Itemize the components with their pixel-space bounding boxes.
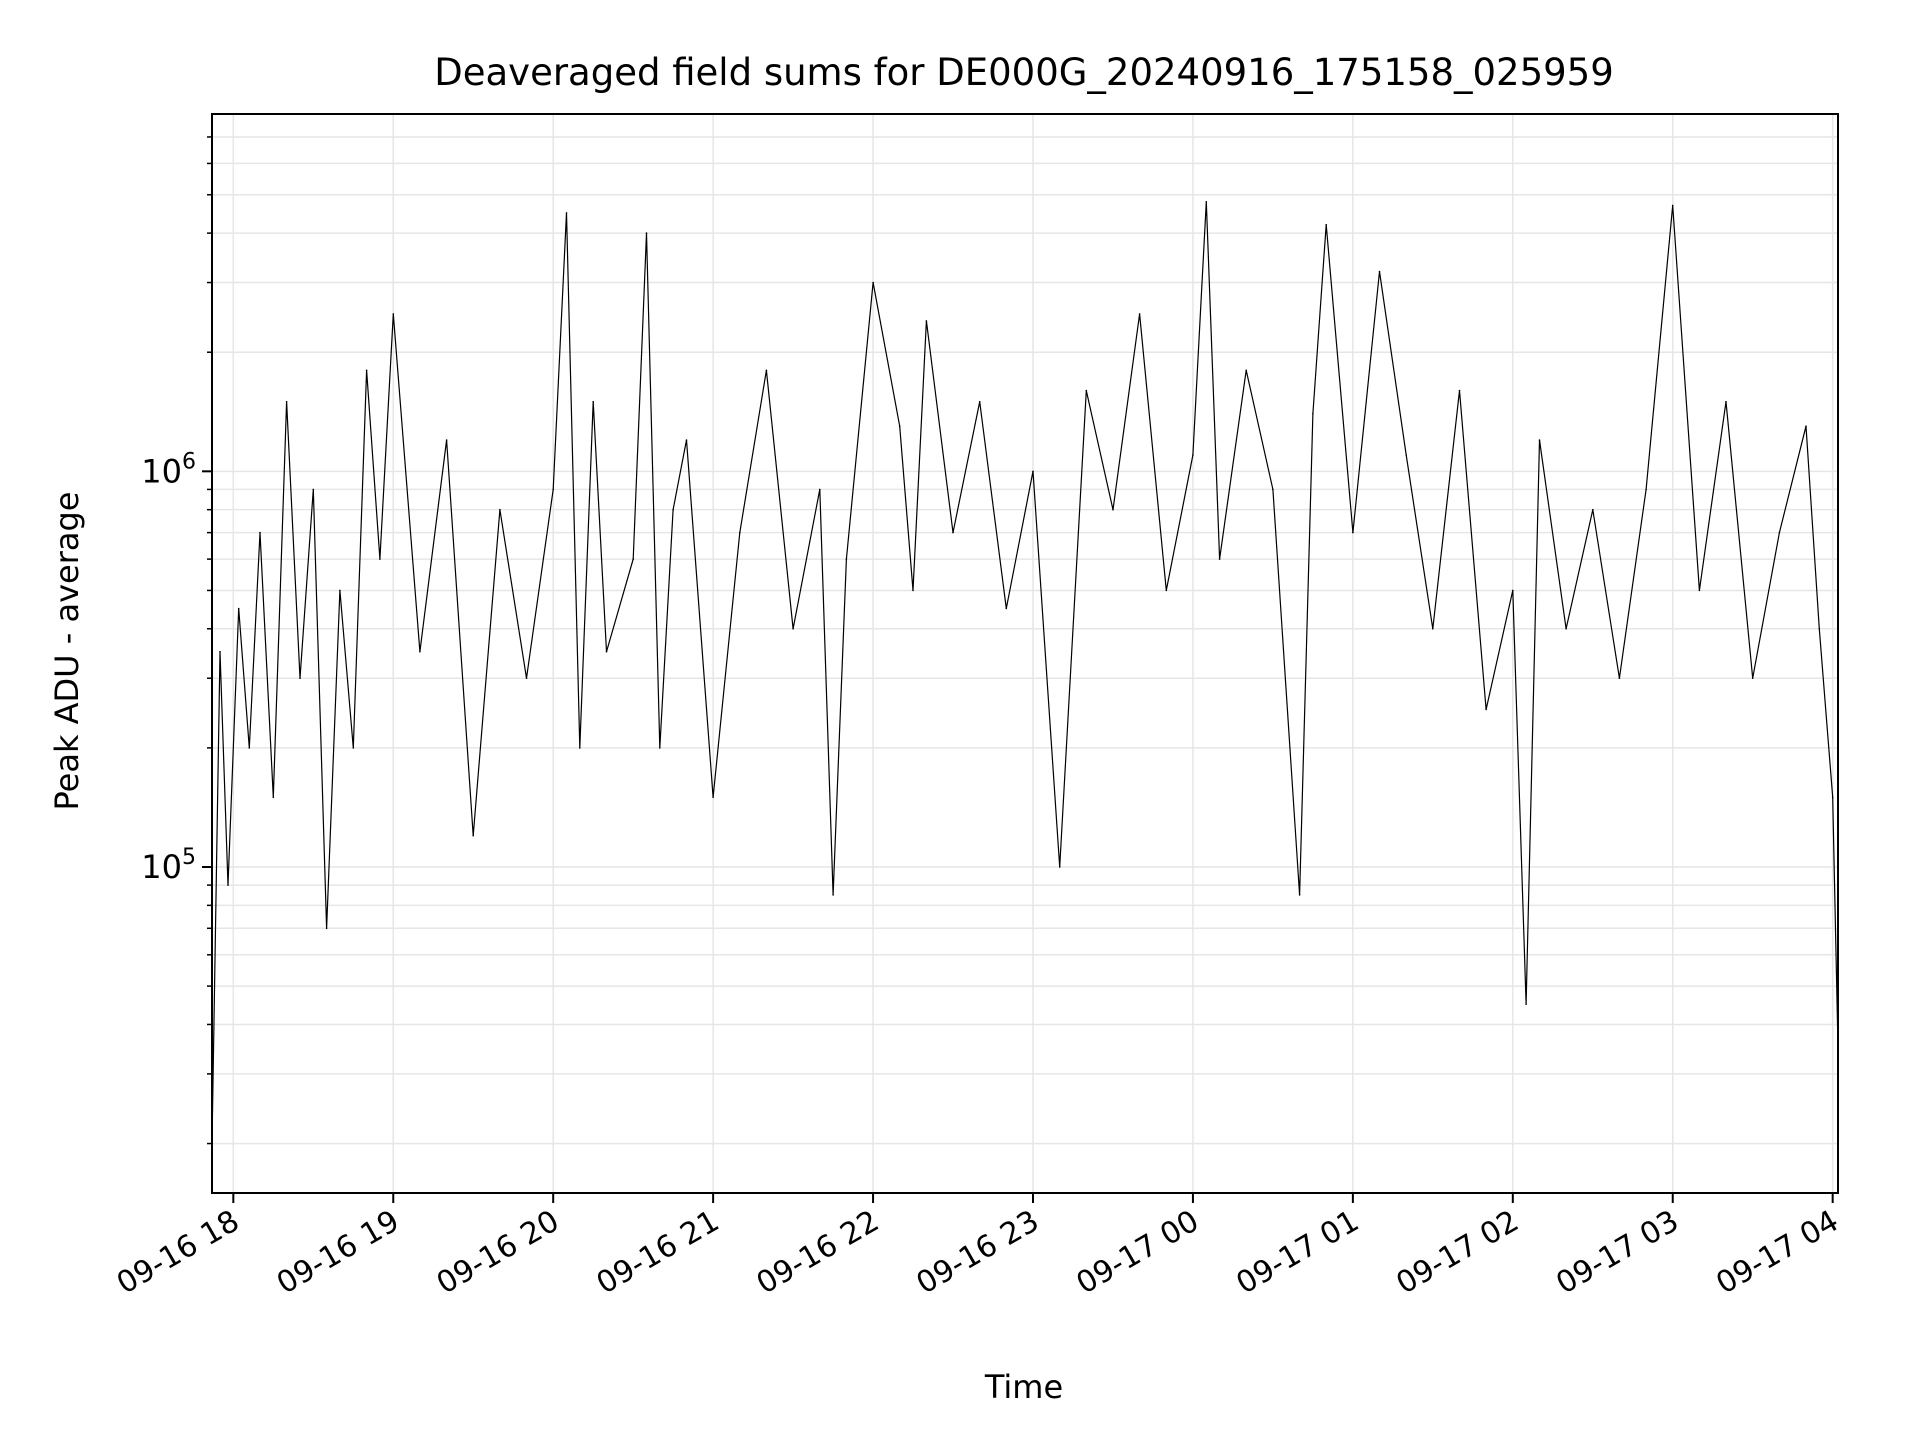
- data-point-68: [1565, 628, 1567, 630]
- data-point-20: [525, 677, 528, 679]
- data-point-44: [1005, 607, 1008, 610]
- y-tick-label-0: 105: [141, 845, 196, 886]
- data-point-53: [1218, 558, 1221, 560]
- plot-frame: [211, 113, 1839, 1194]
- data-point-60: [1378, 270, 1381, 273]
- data-point-54: [1245, 369, 1247, 372]
- data-point-42: [952, 531, 954, 534]
- data-point-45: [1032, 470, 1034, 473]
- data-point-35: [819, 488, 821, 491]
- data-point-30: [685, 439, 688, 441]
- data-point-55: [1272, 488, 1274, 491]
- data-point-73: [1698, 589, 1701, 592]
- data-point-43: [978, 400, 981, 403]
- data-point-50: [1165, 589, 1168, 592]
- series-layer: [211, 201, 1839, 1145]
- data-point-4: [248, 747, 251, 749]
- data-point-32: [739, 531, 741, 534]
- data-point-17: [445, 439, 448, 441]
- data-point-57: [1312, 412, 1314, 415]
- data-point-12: [352, 747, 355, 749]
- data-point-23: [579, 747, 581, 749]
- data-point-65: [1512, 589, 1514, 592]
- data-point-38: [872, 281, 874, 284]
- data-point-36: [832, 894, 834, 896]
- data-point-9: [312, 488, 315, 491]
- data-point-48: [1112, 508, 1114, 511]
- data-point-71: [1645, 488, 1647, 491]
- data-point-74: [1725, 400, 1727, 403]
- y-tick-label-1: 106: [141, 449, 196, 490]
- data-point-5: [259, 531, 261, 534]
- data-point-21: [552, 488, 554, 491]
- data-point-3: [237, 607, 240, 610]
- grid-lines: [212, 114, 1838, 1193]
- data-point-2: [227, 884, 229, 886]
- data-point-70: [1618, 677, 1621, 679]
- data-point-6: [272, 796, 275, 799]
- data-point-16: [419, 650, 421, 653]
- data-point-49: [1138, 313, 1141, 315]
- y-axis-label: Peak ADU - average: [48, 492, 86, 811]
- data-point-77: [1805, 425, 1807, 428]
- data-point-79: [1831, 796, 1834, 799]
- x-axis-label: Time: [984, 1368, 1063, 1406]
- data-point-41: [925, 320, 928, 322]
- data-point-27: [645, 232, 648, 234]
- data-point-1: [219, 650, 221, 653]
- data-point-63: [1458, 389, 1461, 392]
- data-point-59: [1352, 531, 1354, 534]
- data-point-22: [565, 212, 568, 214]
- data-point-39: [898, 425, 901, 428]
- data-point-29: [672, 508, 674, 511]
- data-point-31: [712, 796, 714, 799]
- data-point-72: [1671, 204, 1674, 207]
- data-point-76: [1778, 531, 1781, 534]
- data-point-69: [1592, 508, 1594, 511]
- data-point-10: [325, 927, 328, 930]
- data-point-7: [285, 400, 288, 403]
- data-point-11: [339, 589, 341, 592]
- data-point-58: [1325, 223, 1327, 226]
- y-axis: 105 106: [141, 136, 212, 1145]
- data-point-34: [792, 628, 794, 630]
- data-point-15: [392, 313, 395, 315]
- chart-title: Deaveraged field sums for DE000G_2024091…: [434, 51, 1613, 94]
- data-point-13: [365, 369, 368, 372]
- data-point-37: [845, 558, 848, 560]
- data-point-64: [1485, 708, 1487, 711]
- data-point-33: [765, 369, 768, 372]
- data-point-18: [472, 834, 475, 837]
- data-point-52: [1205, 201, 1208, 203]
- data-point-25: [605, 650, 608, 653]
- data-point-56: [1298, 894, 1301, 896]
- data-point-19: [499, 508, 501, 511]
- data-point-8: [299, 677, 301, 679]
- data-point-62: [1432, 628, 1434, 630]
- data-point-78: [1818, 628, 1821, 630]
- data-point-51: [1192, 454, 1194, 456]
- data-point-46: [1058, 866, 1061, 868]
- data-point-47: [1085, 389, 1088, 392]
- data-point-61: [1405, 454, 1407, 456]
- data-point-40: [912, 589, 914, 592]
- data-point-28: [659, 747, 661, 749]
- data-point-14: [379, 558, 381, 560]
- data-point-75: [1751, 677, 1754, 679]
- data-point-67: [1538, 439, 1541, 441]
- data-point-26: [632, 558, 634, 560]
- data-point-66: [1525, 1003, 1527, 1005]
- data-point-24: [592, 400, 594, 403]
